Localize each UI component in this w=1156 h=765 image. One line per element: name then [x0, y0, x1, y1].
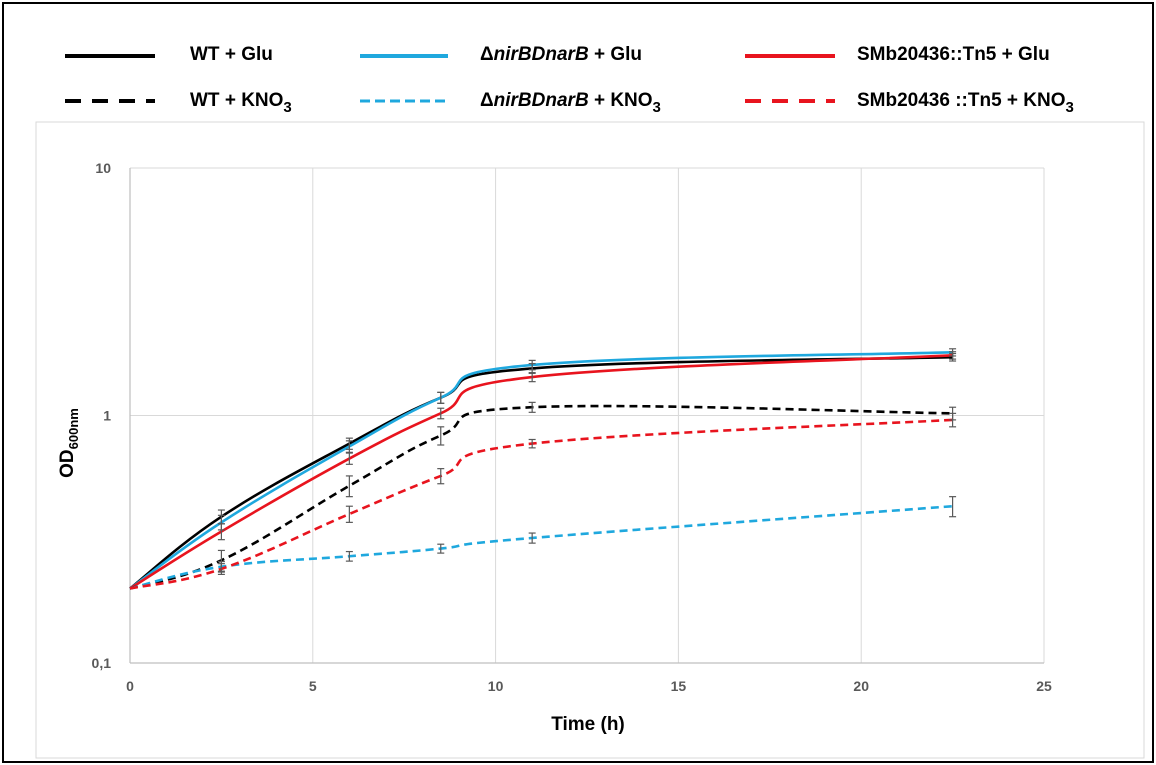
- x-tick-label: 5: [309, 678, 317, 694]
- error-bar-smb_glu: [217, 523, 225, 541]
- legend-label-nir-glu: ΔnirBDnarB + Glu: [480, 44, 642, 65]
- error-bar-nir_glu: [437, 391, 445, 404]
- plot-area-border: [35, 121, 1145, 759]
- axes: [129, 168, 1044, 664]
- x-tick-label: 20: [853, 678, 869, 694]
- legend-label-nir-kno3: ΔnirBDnarB + KNO3: [480, 90, 661, 116]
- data-series: [129, 348, 957, 590]
- series-line-nir_glu: [129, 351, 953, 590]
- error-bar-nir_glu: [528, 359, 536, 371]
- error-bar-smb_glu: [345, 452, 353, 465]
- error-bar-smb_kno3: [345, 505, 353, 523]
- legend-label-smb-kno3: SMb20436 ::Tn5 + KNO3: [857, 90, 1074, 116]
- error-bar-wt_kno3: [345, 475, 353, 498]
- gridlines: [130, 167, 1045, 663]
- error-bar-wt_kno3: [437, 426, 445, 446]
- error-bar-nir_kno3: [949, 496, 957, 518]
- error-bar-wt_kno3: [528, 401, 536, 413]
- legend-label-smb-glu: SMb20436::Tn5 + Glu: [857, 44, 1050, 65]
- error-bar-nir_kno3: [528, 532, 536, 544]
- y-tick-label: 1: [103, 408, 111, 424]
- y-tick-label: 10: [95, 160, 111, 176]
- series-line-wt_kno3: [129, 404, 953, 590]
- error-bar-smb_kno3: [437, 468, 445, 485]
- error-bar-smb_kno3: [217, 563, 225, 576]
- legend-label-wt-glu: WT + Glu: [190, 44, 273, 65]
- error-bar-nir_kno3: [437, 543, 445, 554]
- series-line-smb_glu: [129, 354, 953, 590]
- error-bar-smb_kno3: [528, 438, 536, 449]
- error-bar-nir_kno3: [345, 550, 353, 562]
- tick-labels: 0 5 10 15 20 25 0,1 1 10: [92, 160, 1052, 694]
- legend-label-wt-kno3: WT + KNO3: [190, 90, 292, 116]
- legend: WT + Glu ΔnirBDnarB + Glu SMb20436::Tn5 …: [65, 44, 1074, 116]
- error-bar-nir_glu: [345, 440, 353, 453]
- series-line-nir_kno3: [129, 504, 953, 590]
- error-bar-smb_kno3: [949, 412, 957, 428]
- x-tick-label: 25: [1036, 678, 1052, 694]
- x-tick-label: 0: [126, 678, 134, 694]
- x-tick-label: 15: [671, 678, 687, 694]
- x-tick-label: 10: [488, 678, 504, 694]
- y-axis-title-main: OD: [57, 449, 78, 478]
- error-bar-smb_glu: [949, 351, 957, 360]
- y-axis-title: OD600nm: [57, 408, 81, 478]
- y-tick-label: 0,1: [92, 655, 112, 671]
- series-line-smb_kno3: [129, 418, 953, 590]
- error-bar-smb_glu: [437, 407, 445, 420]
- y-axis-title-subscript: 600nm: [66, 408, 81, 449]
- x-axis-title: Time (h): [551, 714, 625, 735]
- error-bar-smb_glu: [528, 372, 536, 383]
- series-line-wt_glu: [129, 355, 953, 590]
